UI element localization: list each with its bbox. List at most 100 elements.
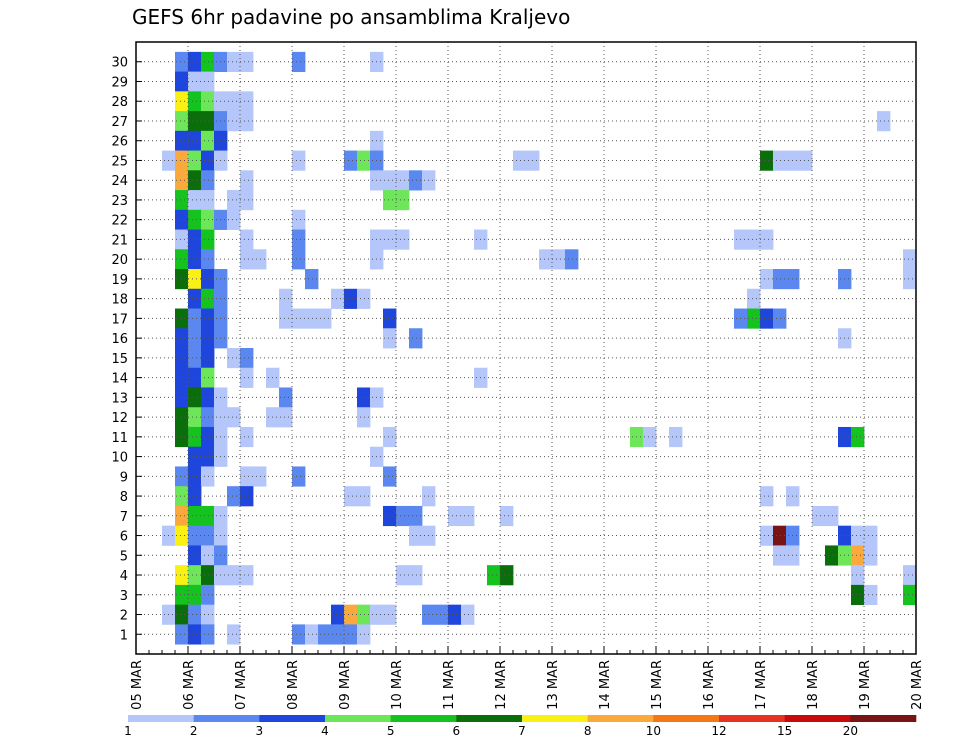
heatmap-cell: [175, 269, 189, 290]
y-tick-label: 12: [111, 411, 128, 426]
heatmap-cell: [175, 71, 189, 92]
colorbar-swatch: [128, 715, 194, 722]
heatmap-cell: [396, 229, 410, 250]
y-tick-label: 4: [120, 569, 128, 584]
heatmap-cell: [188, 209, 202, 230]
heatmap-cell: [773, 269, 787, 290]
heatmap-cell: [188, 407, 202, 428]
heatmap-cell: [864, 545, 878, 566]
heatmap-cell: [851, 584, 865, 606]
colorbar-swatch: [193, 715, 260, 722]
heatmap-cell: [240, 249, 254, 270]
heatmap-cell: [227, 111, 241, 132]
heatmap-cell: [903, 565, 917, 586]
heatmap-cell: [188, 130, 202, 151]
heatmap-cell: [240, 367, 254, 388]
x-tick-label: 12 MAR: [494, 660, 509, 710]
y-tick-label: 3: [120, 589, 128, 604]
heatmap-cell: [240, 229, 254, 250]
heatmap-cell: [747, 288, 761, 309]
colorbar-swatch: [259, 715, 326, 722]
heatmap-cell: [825, 545, 839, 566]
heatmap-cell: [292, 209, 306, 230]
y-tick-label: 6: [120, 530, 128, 545]
heatmap-cell: [227, 348, 241, 369]
heatmap-cell: [175, 328, 189, 349]
y-tick-label: 16: [111, 332, 128, 347]
heatmap-cell: [344, 624, 358, 645]
heatmap-cell: [760, 269, 774, 290]
y-tick-label: 23: [111, 194, 128, 209]
colorbar-label: 6: [453, 724, 461, 738]
heatmap-cell: [383, 426, 397, 448]
y-tick-label: 24: [111, 174, 128, 189]
heatmap-cell: [357, 387, 371, 408]
y-tick-label: 27: [111, 115, 128, 130]
heatmap-cell: [188, 545, 202, 566]
heatmap-cell: [227, 624, 241, 645]
heatmap-cell: [240, 426, 254, 448]
x-tick-label: 05 MAR: [130, 660, 145, 710]
colorbar-swatch: [522, 715, 588, 722]
heatmap-cell: [500, 565, 514, 586]
heatmap-cell: [188, 229, 202, 250]
heatmap-cell: [357, 624, 371, 645]
heatmap-cell: [396, 170, 410, 191]
heatmap-cell: [201, 111, 215, 132]
colorbar-label: 12: [711, 724, 726, 738]
heatmap-cell: [487, 565, 501, 586]
x-tick-label: 15 MAR: [650, 660, 665, 710]
heatmap-cell: [305, 269, 319, 290]
heatmap-cell: [461, 604, 475, 625]
heatmap-cell: [565, 249, 579, 270]
heatmap-cell: [240, 348, 254, 369]
heatmap-cell: [188, 486, 202, 507]
y-tick-label: 19: [111, 273, 128, 288]
heatmap-cell: [188, 51, 202, 73]
colorbar-label: 4: [321, 724, 329, 738]
heatmap-cell: [903, 269, 917, 290]
heatmap-cell: [279, 407, 293, 428]
heatmap-cell: [188, 565, 202, 586]
heatmap-cell: [175, 505, 189, 527]
heatmap-cell: [175, 130, 189, 151]
heatmap-cell: [409, 525, 423, 546]
heatmap-cell: [175, 486, 189, 507]
heatmap-cell: [279, 308, 293, 329]
heatmap-cell: [188, 584, 202, 606]
heatmap-cell: [201, 446, 215, 467]
heatmap-cell: [331, 624, 345, 645]
heatmap-cell: [175, 51, 189, 73]
colorbar-label: 5: [387, 724, 395, 738]
heatmap-cell: [877, 111, 891, 132]
heatmap-cell: [201, 426, 215, 448]
y-tick-label: 2: [120, 609, 128, 624]
heatmap-cell: [279, 387, 293, 408]
heatmap-cell: [201, 407, 215, 428]
heatmap-cell: [175, 426, 189, 448]
heatmap-cell: [188, 348, 202, 369]
heatmap-cell: [383, 308, 397, 329]
colorbar-label: 10: [646, 724, 661, 738]
heatmap-cell: [188, 170, 202, 191]
heatmap-cell: [864, 525, 878, 546]
heatmap-cell: [201, 328, 215, 349]
heatmap-cell: [409, 170, 423, 191]
heatmap-cell: [188, 150, 202, 171]
heatmap-cell: [760, 308, 774, 329]
x-tick-label: 08 MAR: [286, 660, 301, 710]
heatmap-cell: [760, 229, 774, 250]
heatmap-cell: [175, 170, 189, 191]
x-tick-label: 09 MAR: [338, 660, 353, 710]
heatmap-cell: [201, 91, 215, 112]
heatmap-cell: [539, 249, 553, 270]
heatmap-cell: [383, 190, 397, 211]
heatmap-cell: [825, 505, 839, 527]
heatmap-cell: [175, 466, 189, 487]
heatmap-cell: [292, 308, 306, 329]
heatmap-cell: [188, 308, 202, 329]
y-tick-label: 1: [120, 628, 128, 643]
heatmap-cell: [240, 190, 254, 211]
heatmap-cell: [188, 604, 202, 625]
colorbar-swatch: [784, 715, 851, 722]
